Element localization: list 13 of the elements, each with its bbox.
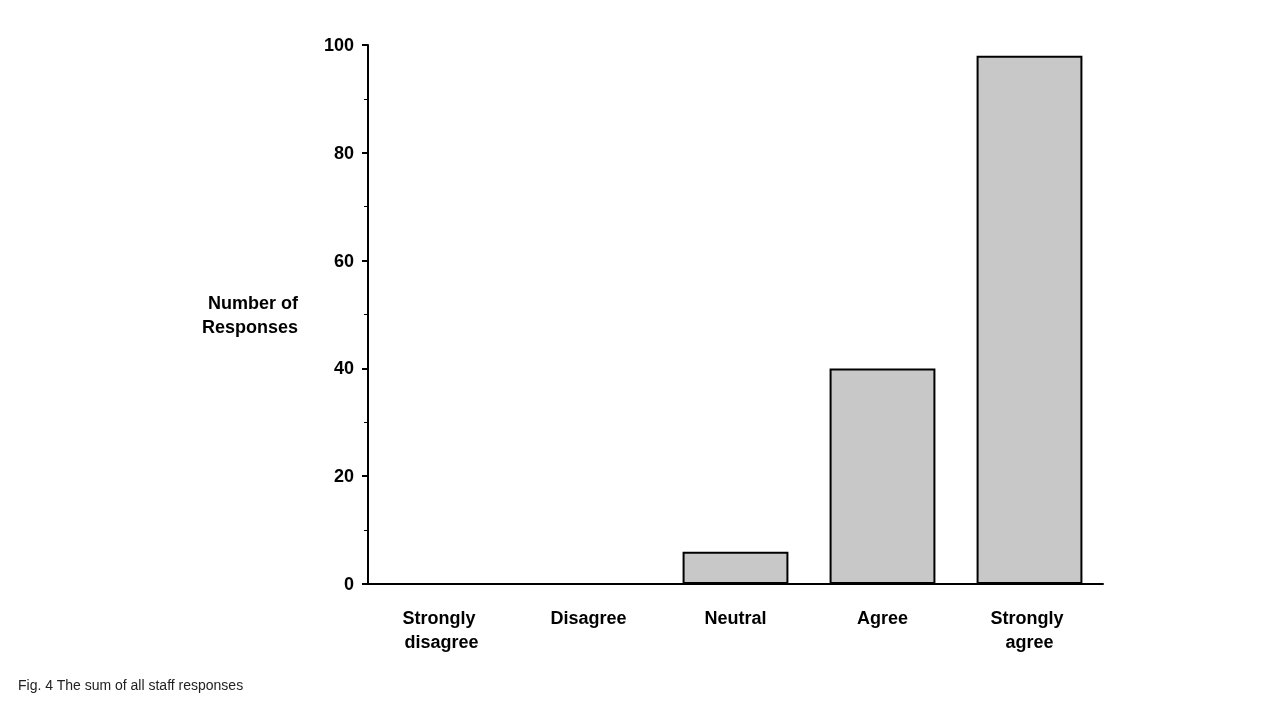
y-tick-label: 40 (333, 358, 354, 379)
x-tick-label: Strongly agree (990, 608, 1069, 652)
y-tick-label: 0 (343, 574, 354, 594)
y-tick-label: 80 (333, 142, 354, 163)
x-tick-label: Agree (856, 608, 909, 628)
x-tick-label: Disagree (550, 608, 627, 628)
y-tick-label: 20 (333, 466, 354, 487)
y-tick-label: 100 (323, 35, 354, 55)
y-axis-title: Number of Responses (201, 292, 300, 337)
y-tick-label: 60 (333, 250, 354, 271)
caption: Fig. 4 The sum of all staff responses (18, 677, 244, 693)
x-tick-label: Neutral (704, 608, 767, 628)
x-tick-label: Strongly disagree (402, 608, 481, 652)
